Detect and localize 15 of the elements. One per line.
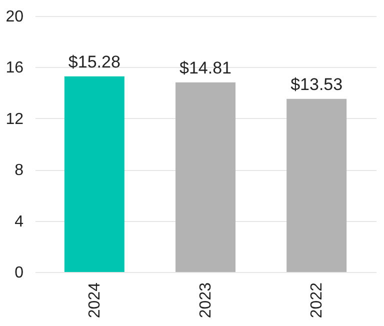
y-tick-label: 0 — [14, 264, 24, 282]
bar — [176, 82, 236, 272]
data-label: $15.28 — [68, 52, 120, 72]
x-tick-label: 2022 — [308, 282, 326, 318]
y-tick-label: 16 — [6, 60, 24, 77]
y-tick-label: 20 — [6, 8, 24, 26]
bar — [64, 76, 124, 272]
x-tick-label: 2023 — [198, 282, 214, 318]
y-tick-label: 12 — [6, 110, 24, 128]
data-label: $13.53 — [290, 74, 343, 94]
y-tick-label: 8 — [14, 162, 24, 180]
data-label: $14.81 — [180, 58, 232, 78]
x-tick-label: 2024 — [86, 282, 104, 318]
bar — [286, 98, 347, 272]
y-tick-label: 4 — [14, 213, 24, 230]
